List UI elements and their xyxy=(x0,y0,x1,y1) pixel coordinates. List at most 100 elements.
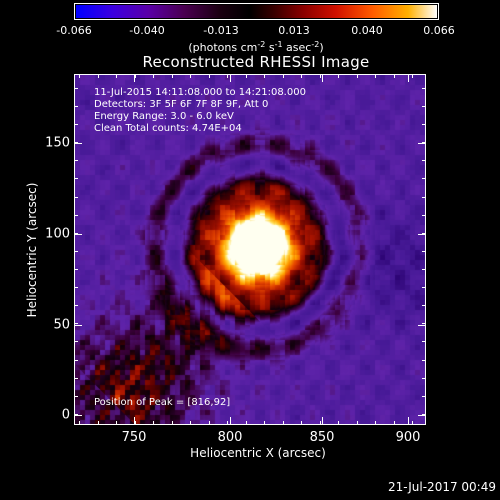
axis-tick-mark xyxy=(422,341,426,342)
axis-tick-mark xyxy=(74,287,78,288)
axis-tick-mark xyxy=(394,421,395,425)
plot-area xyxy=(74,74,426,425)
info-total-counts: Clean Total counts: 4.74E+04 xyxy=(94,123,242,134)
axis-tick-mark xyxy=(74,124,78,125)
axis-tick-mark xyxy=(172,74,173,78)
axis-tick-mark xyxy=(74,233,78,234)
axis-tick-mark xyxy=(422,305,426,306)
axis-tick-mark xyxy=(375,421,376,425)
axis-tick-mark xyxy=(227,74,228,78)
axis-tick-mark xyxy=(320,74,321,78)
axis-tick-mark xyxy=(135,74,136,78)
axis-tick-mark xyxy=(74,360,78,361)
axis-tick-mark xyxy=(322,74,323,82)
y-tick-label: 0 xyxy=(61,407,70,423)
axis-tick-mark xyxy=(422,233,426,234)
axis-tick-mark xyxy=(74,251,78,252)
axis-tick-mark xyxy=(322,417,323,425)
axis-tick-mark xyxy=(74,142,78,143)
axis-tick-mark xyxy=(134,74,135,82)
rhessi-heatmap xyxy=(75,75,425,424)
axis-tick-mark xyxy=(74,305,78,306)
axis-tick-mark xyxy=(74,178,78,179)
axis-tick-mark xyxy=(264,421,265,425)
axis-tick-mark xyxy=(422,124,426,125)
info-time-range: 11-Jul-2015 14:11:08.000 to 14:21:08.000 xyxy=(94,87,306,98)
axis-tick-mark xyxy=(74,415,82,416)
axis-tick-mark xyxy=(418,143,426,144)
axis-tick-mark xyxy=(153,74,154,78)
axis-tick-mark xyxy=(422,251,426,252)
info-energy-range: Energy Range: 3.0 - 6.0 keV xyxy=(94,111,234,122)
y-tick-label: 100 xyxy=(45,226,70,242)
axis-tick-mark xyxy=(338,74,339,78)
colorbar-tick-label: 0.040 xyxy=(351,24,383,37)
axis-tick-mark xyxy=(422,142,426,143)
axis-tick-mark xyxy=(209,74,210,78)
axis-tick-mark xyxy=(412,74,413,78)
axis-tick-mark xyxy=(98,74,99,78)
axis-tick-mark xyxy=(190,74,191,78)
axis-tick-mark xyxy=(190,421,191,425)
axis-tick-mark xyxy=(422,215,426,216)
generation-timestamp: 21-Jul-2017 00:49 xyxy=(387,480,496,494)
axis-tick-mark xyxy=(230,417,231,425)
axis-tick-mark xyxy=(357,74,358,78)
axis-tick-mark xyxy=(74,143,82,144)
axis-tick-mark xyxy=(172,421,173,425)
axis-tick-mark xyxy=(153,421,154,425)
axis-tick-mark xyxy=(74,269,78,270)
axis-tick-mark xyxy=(74,378,78,379)
axis-tick-mark xyxy=(418,234,426,235)
axis-tick-mark xyxy=(230,74,231,82)
axis-tick-mark xyxy=(74,323,78,324)
x-tick-label: 800 xyxy=(217,430,243,445)
colorbar-tick-label: -0.013 xyxy=(203,24,239,37)
axis-tick-mark xyxy=(357,421,358,425)
colorbar-tick-label: 0.066 xyxy=(423,24,455,37)
axis-tick-mark xyxy=(422,287,426,288)
axis-tick-mark xyxy=(283,74,284,78)
axis-tick-mark xyxy=(79,421,80,425)
axis-tick-mark xyxy=(74,88,78,89)
axis-tick-mark xyxy=(74,234,82,235)
axis-tick-mark xyxy=(116,74,117,78)
axis-tick-mark xyxy=(79,74,80,78)
colorbar-tick-label: -0.066 xyxy=(56,24,92,37)
axis-tick-mark xyxy=(74,396,78,397)
axis-tick-mark xyxy=(135,421,136,425)
x-tick-label: 900 xyxy=(395,430,421,445)
colorbar-tick-label: 0.013 xyxy=(278,24,310,37)
axis-tick-mark xyxy=(375,74,376,78)
plot-title: Reconstructed RHESSI Image xyxy=(142,53,370,71)
colorbar-unit-label: (photons cm-2 s-1 asec-2) xyxy=(188,40,324,54)
axis-tick-mark xyxy=(74,197,78,198)
axis-tick-mark xyxy=(422,360,426,361)
axis-tick-mark xyxy=(246,421,247,425)
y-axis-label: Heliocentric Y (arcsec) xyxy=(25,182,39,318)
axis-tick-mark xyxy=(408,74,409,82)
axis-tick-mark xyxy=(98,421,99,425)
axis-tick-mark xyxy=(74,106,78,107)
axis-tick-mark xyxy=(74,160,78,161)
axis-tick-mark xyxy=(422,378,426,379)
axis-tick-mark xyxy=(264,74,265,78)
axis-tick-mark xyxy=(394,74,395,78)
axis-tick-mark xyxy=(422,160,426,161)
axis-tick-mark xyxy=(338,421,339,425)
axis-tick-mark xyxy=(422,197,426,198)
info-detectors: Detectors: 3F 5F 6F 7F 8F 9F, Att 0 xyxy=(94,99,269,110)
axis-tick-mark xyxy=(283,421,284,425)
x-tick-label: 850 xyxy=(309,430,335,445)
y-tick-label: 50 xyxy=(53,317,70,333)
axis-tick-mark xyxy=(418,415,426,416)
y-tick-label: 150 xyxy=(45,135,70,151)
axis-tick-mark xyxy=(408,417,409,425)
axis-tick-mark xyxy=(320,421,321,425)
axis-tick-mark xyxy=(422,178,426,179)
axis-tick-mark xyxy=(74,215,78,216)
axis-tick-mark xyxy=(301,421,302,425)
axis-tick-mark xyxy=(209,421,210,425)
colorbar-gradient xyxy=(76,5,437,18)
